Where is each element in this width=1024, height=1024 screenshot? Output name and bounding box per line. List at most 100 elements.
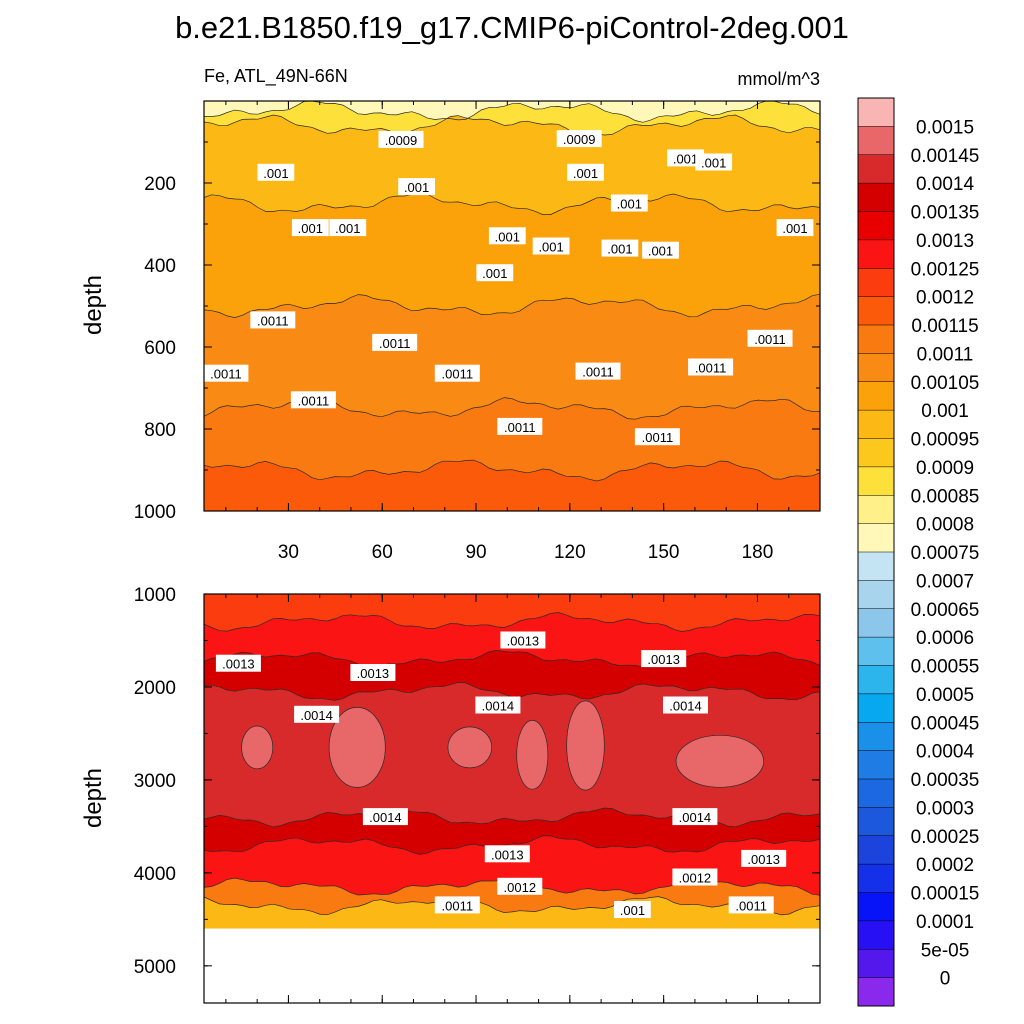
contour-label: .001 xyxy=(610,194,648,212)
contour-band xyxy=(204,835,820,896)
colorbar-swatch xyxy=(858,268,894,298)
colorbar-swatch xyxy=(858,126,894,156)
colorbar-swatch xyxy=(858,949,894,979)
colorbar-swatch xyxy=(858,920,894,950)
y-tick-label: 600 xyxy=(144,338,176,359)
contour-label-box xyxy=(567,163,604,181)
contour-line xyxy=(203,192,821,215)
contour-label-text: .0011 xyxy=(582,365,614,380)
contour-label-text: .001 xyxy=(335,221,360,236)
colorbar-label: 0 xyxy=(940,969,951,990)
contour-label-text: .0011 xyxy=(735,898,767,913)
contour-label: .0011 xyxy=(575,362,621,380)
y-tick-label: 200 xyxy=(144,174,176,195)
contour-line xyxy=(203,896,821,916)
contour-label-text: .0014 xyxy=(669,699,702,714)
y-tick-label: 800 xyxy=(144,420,176,441)
contour-label: .0013 xyxy=(350,664,396,681)
colorbar-swatch xyxy=(858,296,894,326)
contour-band xyxy=(204,896,820,929)
colorbar-swatch xyxy=(858,977,894,1007)
colorbar-label: 0.00045 xyxy=(911,713,980,734)
lower-panel-frame xyxy=(203,593,821,1004)
contour-label-box xyxy=(634,428,680,446)
contour-label-box xyxy=(497,417,543,435)
variable-region-label: Fe, ATL_49N-66N xyxy=(204,66,348,87)
contour-label-box xyxy=(575,362,621,380)
colorbar-label: 0.0006 xyxy=(916,628,974,649)
contour-band xyxy=(204,594,820,632)
contour-label-text: .0013 xyxy=(747,852,780,867)
contour-label: .001 xyxy=(398,178,435,196)
contour-label-box xyxy=(250,311,296,329)
upper-panel: .0009.0009.001.001.001.001.001.001.001.0… xyxy=(80,100,821,563)
contour-label: .0013 xyxy=(641,650,687,668)
colorbar-swatch xyxy=(858,523,894,553)
colorbar-swatch xyxy=(858,864,894,893)
contour-label: .0011 xyxy=(634,428,680,446)
contour-label-text: .0011 xyxy=(298,393,330,408)
colorbar: 0.0015 0.00145 0.0014 0.00135 0.0013 0.00125 0… xyxy=(857,97,980,1007)
contour-label: .0011 xyxy=(250,311,296,329)
lower-panel: .0013.0013.0013.0013.0014.0014.0014.0014… xyxy=(80,585,821,1004)
colorbar-swatch xyxy=(858,381,894,411)
colorbar-swatch xyxy=(858,410,894,439)
contour-label: .001 xyxy=(667,149,704,167)
colorbar-label: 0.00075 xyxy=(911,543,980,564)
contour-label-text: .001 xyxy=(607,242,632,257)
contour-blob xyxy=(516,720,549,790)
colorbar-swatch xyxy=(858,552,894,581)
contour-label-box xyxy=(667,149,704,167)
contour-label-box xyxy=(378,130,424,148)
contour-label: .0014 xyxy=(294,705,340,723)
colorbar-label: 0.00135 xyxy=(911,203,980,224)
contour-label-box xyxy=(294,705,340,723)
contour-label: .0013 xyxy=(741,849,787,867)
colorbar-label: 0.00015 xyxy=(911,884,980,905)
contour-label-text: .0011 xyxy=(504,420,536,435)
contour-label: .0013 xyxy=(215,654,261,672)
x-tick-label: 60 xyxy=(372,542,393,563)
contour-label-box xyxy=(372,333,418,351)
colorbar-swatch xyxy=(858,693,894,723)
contour-label-box xyxy=(776,219,814,237)
contour-line xyxy=(203,612,821,632)
contour-label-text: .0011 xyxy=(754,332,786,347)
colorbar-swatch xyxy=(858,892,894,922)
contour-label-box xyxy=(747,329,793,347)
colorbar-label: 0.00115 xyxy=(911,316,978,337)
colorbar-label: 0.0001 xyxy=(916,912,974,933)
contour-label: .0011 xyxy=(290,391,336,409)
colorbar-label: 0.0007 xyxy=(916,571,974,592)
colorbar-label: 0.001 xyxy=(921,401,969,422)
contour-blob xyxy=(328,707,386,788)
colorbar-swatch xyxy=(858,211,894,241)
colorbar-label: 0.00035 xyxy=(911,770,980,791)
contour-label-text: .0013 xyxy=(647,652,680,667)
contour-label: .001 xyxy=(695,153,733,171)
colorbar-swatch xyxy=(858,750,894,780)
contour-label: .001 xyxy=(257,163,295,181)
contour-label-box xyxy=(663,696,708,714)
contour-label-box xyxy=(484,845,530,863)
y-tick-label: 5000 xyxy=(134,957,176,978)
contour-label-box xyxy=(476,264,514,282)
colorbar-label: 0.0009 xyxy=(916,458,974,479)
colorbar-swatch xyxy=(858,183,894,212)
contour-label-box xyxy=(215,654,261,672)
contour-band xyxy=(204,101,820,136)
contour-label: .0013 xyxy=(484,845,530,863)
contour-blob xyxy=(447,726,493,769)
contour-label-box xyxy=(642,241,679,259)
contour-label: .0011 xyxy=(688,358,734,376)
contour-label-box xyxy=(688,358,734,376)
contour-label: .001 xyxy=(601,239,639,257)
contour-label: .001 xyxy=(488,227,526,245)
contour-band xyxy=(204,460,820,511)
contour-line xyxy=(203,293,821,318)
contour-label: .0014 xyxy=(663,696,708,714)
colorbar-label: 0.0008 xyxy=(916,515,974,536)
y-tick-label: 3000 xyxy=(134,771,176,792)
colorbar-label: 0.0004 xyxy=(916,742,975,763)
contour-label: .001 xyxy=(329,219,367,237)
